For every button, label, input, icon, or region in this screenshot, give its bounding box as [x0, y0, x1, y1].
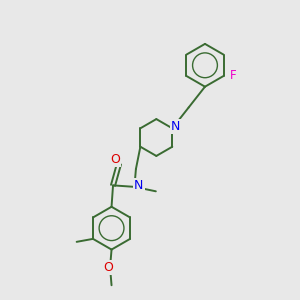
Text: F: F [230, 70, 236, 83]
Text: O: O [110, 153, 120, 166]
Text: N: N [171, 120, 181, 133]
Text: O: O [103, 261, 113, 274]
Text: N: N [134, 179, 144, 192]
